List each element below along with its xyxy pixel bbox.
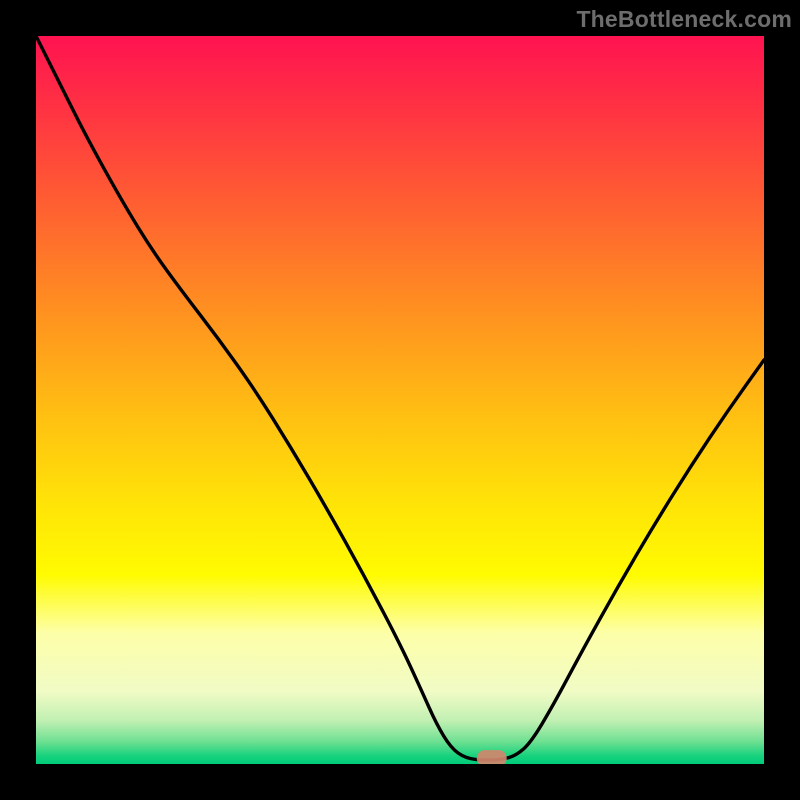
optimal-marker <box>477 750 507 764</box>
chart-background <box>36 36 764 764</box>
watermark-text: TheBottleneck.com <box>576 6 792 33</box>
bottleneck-chart <box>36 36 764 764</box>
bottleneck-chart-svg <box>36 36 764 764</box>
